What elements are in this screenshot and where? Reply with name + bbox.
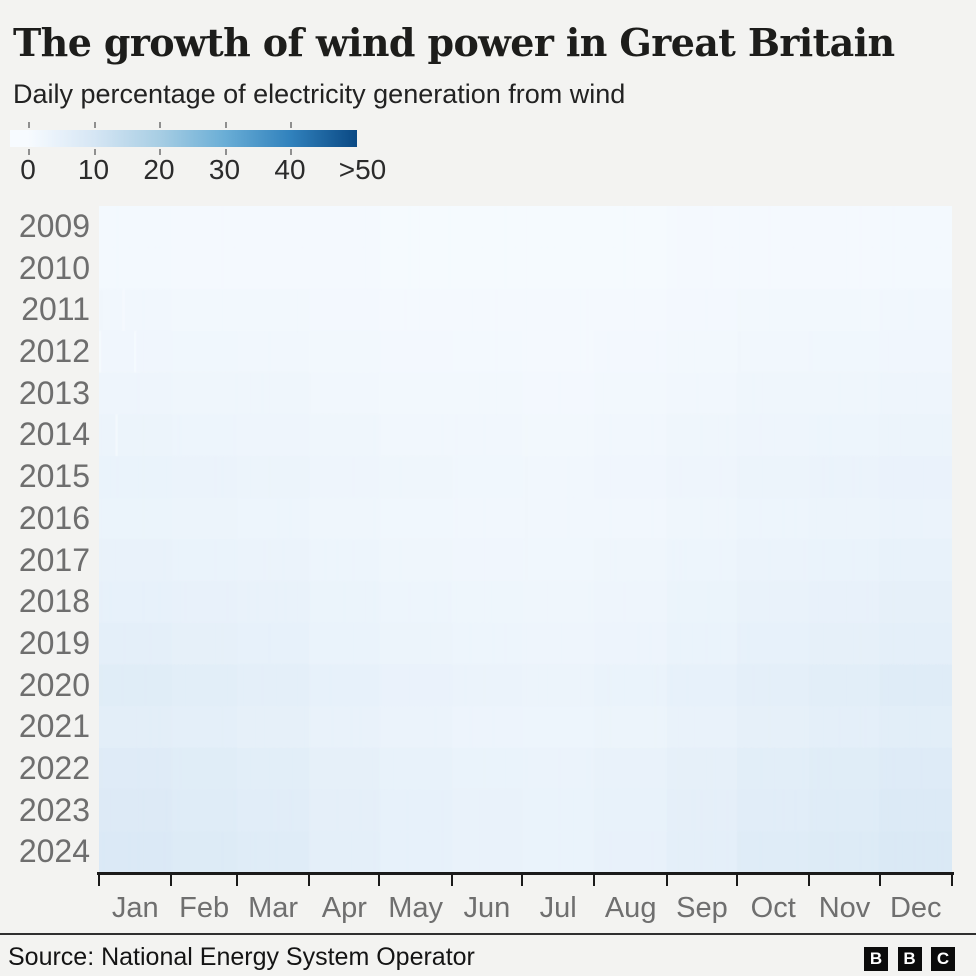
x-axis-tick xyxy=(308,875,311,886)
bbc-logo-block: B xyxy=(864,947,888,971)
colorbar-gradient xyxy=(10,130,357,147)
x-axis-tick xyxy=(951,875,953,886)
month-label: Mar xyxy=(248,892,299,924)
year-label: 2009 xyxy=(18,208,90,244)
month-label: Oct xyxy=(750,892,796,924)
month-label: Feb xyxy=(179,892,230,924)
year-label: 2023 xyxy=(18,791,90,828)
x-axis-tick xyxy=(98,875,100,886)
x-axis-tick xyxy=(665,875,668,886)
year-label: 2011 xyxy=(21,291,90,328)
year-label: 2012 xyxy=(18,333,90,370)
legend-tick-label: >50 xyxy=(338,154,387,185)
x-axis-tick xyxy=(520,875,523,886)
year-label: 2024 xyxy=(18,833,90,870)
year-label: 2016 xyxy=(18,499,90,536)
month-label: May xyxy=(388,892,444,924)
source-text: Source: National Energy System Operator xyxy=(8,943,475,971)
year-label: 2014 xyxy=(18,416,90,453)
month-label: Apr xyxy=(321,892,367,924)
legend-tick-label: 20 xyxy=(143,154,175,185)
month-label: Jan xyxy=(111,892,159,924)
x-axis-tick xyxy=(235,875,238,886)
chart-subtitle: Daily percentage of electricity generati… xyxy=(13,79,626,109)
year-label: 2020 xyxy=(18,666,90,703)
x-axis-line xyxy=(97,872,954,875)
month-label: Sep xyxy=(676,892,728,924)
legend-tick-label: 0 xyxy=(20,154,36,185)
legend-tick-label: 30 xyxy=(208,154,241,185)
legend-tick-label: 40 xyxy=(274,154,306,185)
year-label: 2021 xyxy=(18,708,90,745)
x-axis-tick xyxy=(593,875,596,886)
bbc-logo-block: C xyxy=(931,947,955,971)
year-label: 2015 xyxy=(18,458,90,495)
year-label: 2022 xyxy=(18,749,90,786)
colorbar-legend: 0 10 20 30 40 >50 xyxy=(0,118,420,190)
bbc-logo-block: B xyxy=(897,947,922,971)
heatmap-canvas xyxy=(99,206,952,873)
x-axis-tick xyxy=(808,875,811,886)
month-label: Nov xyxy=(818,892,871,924)
year-label: 2017 xyxy=(18,541,90,578)
x-axis-tick xyxy=(878,875,881,886)
chart-title: The growth of wind power in Great Britai… xyxy=(13,20,895,65)
x-axis-tick xyxy=(735,875,738,886)
month-label: Jul xyxy=(539,892,577,924)
year-label: 2018 xyxy=(18,583,90,620)
year-label: 2013 xyxy=(18,374,90,411)
month-label: Jun xyxy=(463,892,511,924)
year-label: 2010 xyxy=(18,249,90,286)
x-axis-tick xyxy=(378,875,381,886)
footer-divider xyxy=(0,933,976,935)
month-label: Aug xyxy=(604,892,657,924)
x-axis-tick xyxy=(450,875,453,886)
x-axis-tick xyxy=(170,875,173,886)
year-label: 2019 xyxy=(18,624,90,661)
legend-tick-label: 10 xyxy=(77,154,110,185)
month-label: Dec xyxy=(889,892,942,924)
